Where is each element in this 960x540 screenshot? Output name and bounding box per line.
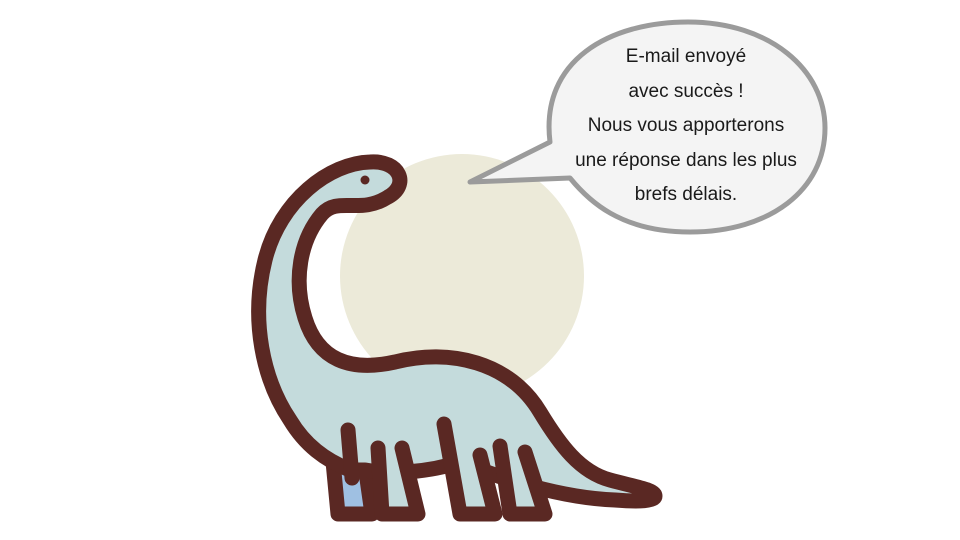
- sun-circle: [340, 154, 584, 398]
- dino-body: [251, 154, 663, 509]
- message-line-3: Nous vous apporterons: [587, 115, 785, 136]
- dino-hind-leg-front: [492, 438, 553, 522]
- speech-bubble-shape: [467, 19, 828, 235]
- dinosaur-icon: [251, 154, 663, 522]
- message-line-4: une réponse dans les plus: [575, 149, 797, 171]
- confirmation-message: E-mail envoyé avec succès ! Nous vous ap…: [560, 40, 812, 213]
- speech-bubble: [467, 19, 828, 235]
- dino-front-leg: [370, 440, 426, 522]
- dino-eye: [360, 175, 370, 185]
- dino-hind-leg-back: [436, 416, 503, 522]
- message-line-1: E-mail envoyé: [625, 46, 747, 67]
- dino-leg-line: [340, 422, 360, 486]
- message-line-2: avec succès !: [628, 80, 744, 102]
- message-line-5: brefs délais.: [634, 184, 738, 205]
